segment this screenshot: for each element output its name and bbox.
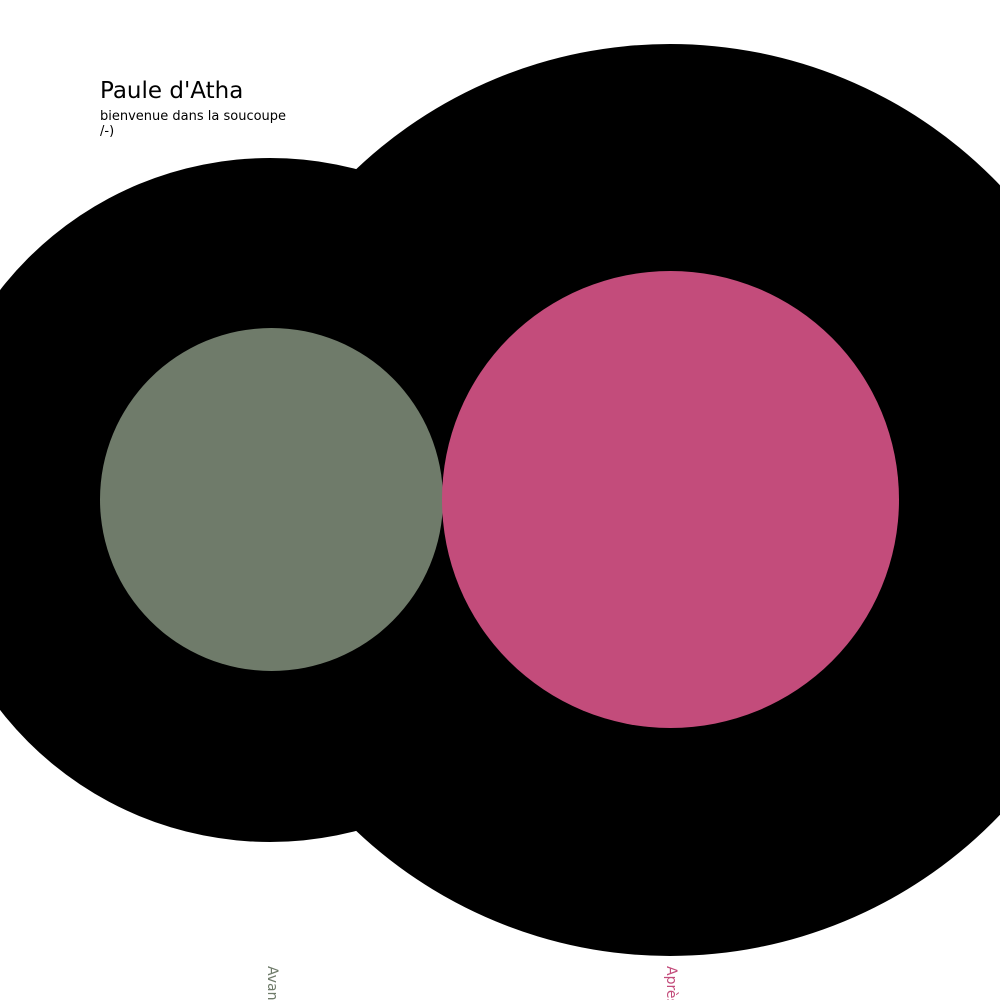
right-disc-label: Après	[663, 966, 679, 1000]
header: Paule d'Atha bienvenue dans la soucoupe …	[100, 78, 286, 139]
right-inner-disc	[442, 271, 899, 728]
page-title: Paule d'Atha	[100, 78, 244, 104]
left-inner-disc	[100, 328, 443, 671]
left-disc-label: Avant	[264, 966, 280, 1000]
page-subtitle: bienvenue dans la soucoupe /-)	[100, 109, 287, 139]
